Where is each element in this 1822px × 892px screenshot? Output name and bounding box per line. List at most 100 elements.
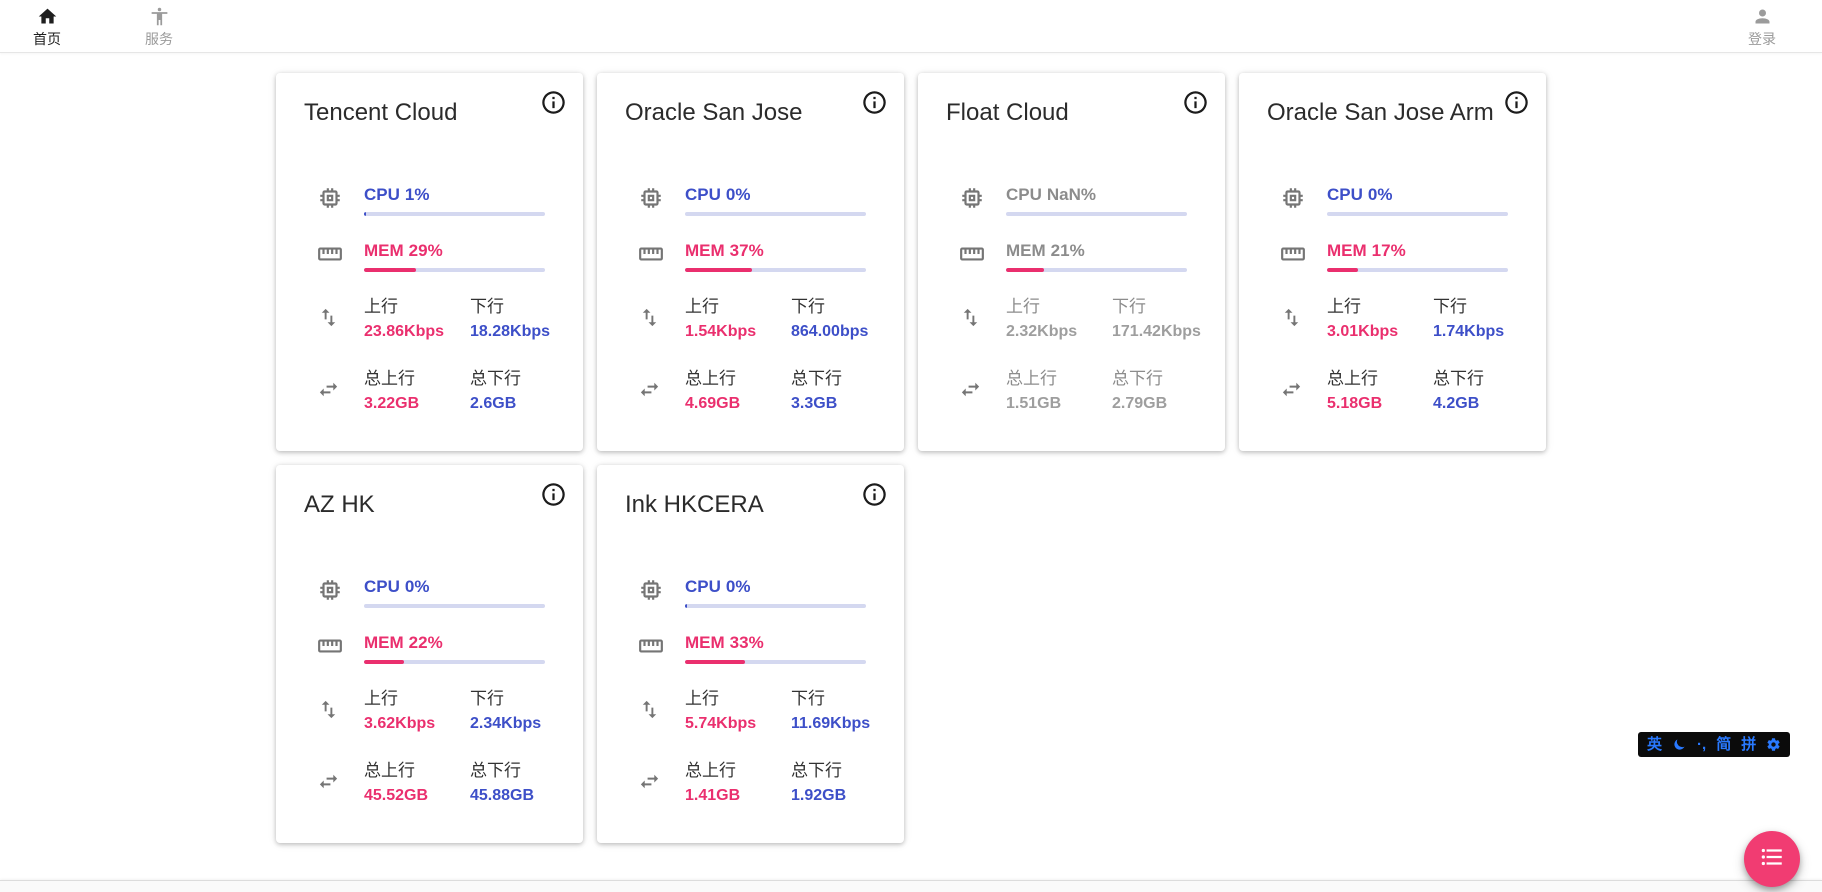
nav-login-label: 登录 <box>1748 30 1776 47</box>
total-download-label: 总下行 <box>791 761 842 780</box>
info-icon[interactable] <box>1182 89 1209 116</box>
download-value: 2.34Kbps <box>470 715 542 732</box>
upload-label: 上行 <box>685 689 719 708</box>
gear-icon[interactable] <box>1766 737 1781 752</box>
ime-pinyin-toggle[interactable]: 拼 <box>1741 736 1757 753</box>
server-name: Float Cloud <box>946 99 1069 126</box>
server-name: Oracle San Jose <box>625 99 803 126</box>
nav-services-label: 服务 <box>145 30 173 47</box>
ime-simplified-toggle[interactable]: 简 <box>1716 736 1732 753</box>
home-icon <box>37 6 58 30</box>
nav-item-login[interactable]: 登录 <box>1748 6 1776 47</box>
server-card: Oracle San Jose CPU 0% <box>597 73 904 451</box>
mem-usage-text: MEM 22% <box>364 633 545 653</box>
ime-language-toggle[interactable]: 英 <box>1647 736 1663 753</box>
speed-row: 上行 3.62Kbps 下行 2.34Kbps <box>304 689 545 733</box>
speed-row: 上行 5.74Kbps 下行 11.69Kbps <box>625 689 870 733</box>
info-icon[interactable] <box>540 89 567 116</box>
total-upload-value: 5.18GB <box>1327 395 1383 412</box>
mem-progress-fill <box>1006 268 1044 272</box>
total-download-label: 总下行 <box>470 369 521 388</box>
cpu-value: 0% <box>725 577 751 596</box>
top-navigation-bar: 首页 服务 登录 <box>0 0 1822 53</box>
upload-label: 上行 <box>1006 297 1040 316</box>
swap-horiz-icon <box>638 369 664 406</box>
ime-punctuation-toggle[interactable]: ·, <box>1697 736 1707 753</box>
cpu-usage-text: CPU 0% <box>364 577 545 597</box>
total-upload-label: 总上行 <box>1327 369 1378 388</box>
total-download-value: 4.2GB <box>1433 395 1480 412</box>
nav-item-home[interactable]: 首页 <box>33 6 61 47</box>
mem-progress-track <box>685 660 866 664</box>
cpu-label: CPU <box>364 577 400 596</box>
upload-value: 23.86Kbps <box>364 323 445 340</box>
swap-vert-icon <box>638 297 664 334</box>
mem-value: 17% <box>1371 241 1406 260</box>
swap-horiz-icon <box>959 369 985 406</box>
cpu-value: 0% <box>1367 185 1393 204</box>
ruler-icon <box>317 633 343 659</box>
total-download-value: 2.79GB <box>1112 395 1168 412</box>
server-name: Oracle San Jose Arm <box>1267 99 1494 126</box>
mem-value: 37% <box>729 241 764 260</box>
upload-value: 2.32Kbps <box>1006 323 1078 340</box>
cpu-row: CPU NaN% <box>946 185 1187 216</box>
mem-progress-track <box>1327 268 1508 272</box>
mem-label: MEM <box>685 633 725 652</box>
cpu-progress-track <box>685 212 866 216</box>
cpu-label: CPU <box>364 185 400 204</box>
mem-row: MEM 37% <box>625 241 866 272</box>
mem-row: MEM 33% <box>625 633 866 664</box>
mem-progress-fill <box>364 660 404 664</box>
cpu-progress-track <box>1006 212 1187 216</box>
server-card: Float Cloud CPU NaN% <box>918 73 1225 451</box>
mem-progress-track <box>364 268 545 272</box>
cpu-row: CPU 0% <box>625 185 866 216</box>
info-icon[interactable] <box>861 481 888 508</box>
swap-vert-icon <box>959 297 985 334</box>
total-upload-value: 1.41GB <box>685 787 741 804</box>
download-label: 下行 <box>470 689 504 708</box>
upload-label: 上行 <box>1327 297 1361 316</box>
server-list-fab[interactable] <box>1744 831 1800 887</box>
swap-vert-icon <box>1280 297 1306 334</box>
speed-row: 上行 23.86Kbps 下行 18.28Kbps <box>304 297 550 341</box>
mem-usage-text: MEM 37% <box>685 241 866 261</box>
upload-value: 3.62Kbps <box>364 715 436 732</box>
upload-value: 5.74Kbps <box>685 715 757 732</box>
cpu-row: CPU 0% <box>1267 185 1508 216</box>
swap-horiz-icon <box>317 369 343 406</box>
server-name: AZ HK <box>304 491 375 518</box>
mem-progress-fill <box>685 660 745 664</box>
mem-usage-text: MEM 29% <box>364 241 545 261</box>
cpu-usage-text: CPU 0% <box>1327 185 1508 205</box>
info-icon[interactable] <box>540 481 567 508</box>
mem-usage-text: MEM 17% <box>1327 241 1508 261</box>
server-card: AZ HK CPU 0% MEM <box>276 465 583 843</box>
cpu-row: CPU 1% <box>304 185 545 216</box>
server-metrics: CPU 0% MEM 22% <box>304 577 545 805</box>
info-icon[interactable] <box>861 89 888 116</box>
list-icon <box>1759 844 1785 875</box>
download-value: 864.00bps <box>791 323 869 340</box>
mem-label: MEM <box>1327 241 1367 260</box>
server-card: Tencent Cloud CPU 1% <box>276 73 583 451</box>
moon-icon[interactable] <box>1672 737 1687 752</box>
server-metrics: CPU 0% MEM 17% <box>1267 185 1508 413</box>
server-metrics: CPU 1% MEM 29% <box>304 185 550 413</box>
cpu-progress-track <box>1327 212 1508 216</box>
info-icon[interactable] <box>1503 89 1530 116</box>
download-value: 171.42Kbps <box>1112 323 1201 340</box>
cpu-progress-fill <box>364 212 366 216</box>
download-value: 18.28Kbps <box>470 323 551 340</box>
download-label: 下行 <box>791 689 825 708</box>
ime-toolbar[interactable]: 英 ·, 简 拼 <box>1638 732 1791 757</box>
mem-label: MEM <box>364 241 404 260</box>
server-name: Tencent Cloud <box>304 99 458 126</box>
cpu-row: CPU 0% <box>625 577 866 608</box>
cpu-value: 0% <box>725 185 751 204</box>
cpu-label: CPU <box>1006 185 1042 204</box>
nav-item-services[interactable]: 服务 <box>145 6 173 47</box>
server-grid: Tencent Cloud CPU 1% <box>276 73 1546 843</box>
total-traffic-row: 总上行 45.52GB 总下行 45.88GB <box>304 761 545 805</box>
